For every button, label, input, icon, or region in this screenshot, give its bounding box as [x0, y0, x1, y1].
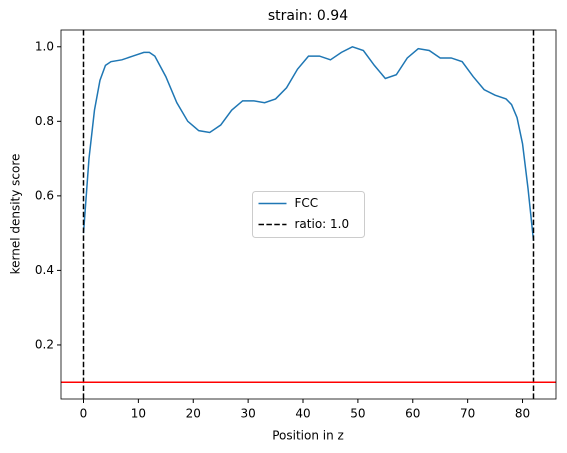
y-tick-label: 0.4	[35, 263, 54, 277]
legend-label: FCC	[295, 196, 319, 210]
y-axis-label: kernel density score	[9, 154, 23, 275]
x-tick-label: 20	[186, 407, 201, 421]
chart-title: strain: 0.94	[268, 8, 348, 24]
x-tick-label: 60	[405, 407, 420, 421]
x-tick-label: 40	[295, 407, 310, 421]
y-tick-label: 1.0	[35, 39, 54, 53]
y-tick-label: 0.8	[35, 114, 54, 128]
y-tick-label: 0.2	[35, 337, 54, 351]
x-tick-label: 70	[460, 407, 475, 421]
x-tick-label: 0	[80, 407, 88, 421]
axes-frame	[60, 29, 557, 400]
x-tick-label: 80	[515, 407, 530, 421]
x-tick-label: 10	[131, 407, 146, 421]
y-tick-label: 0.6	[35, 188, 54, 202]
x-axis-label: Position in z	[272, 429, 344, 443]
legend-label: ratio: 1.0	[295, 217, 350, 231]
x-tick-label: 50	[350, 407, 365, 421]
line-series	[82, 45, 535, 241]
x-tick-label: 30	[240, 407, 255, 421]
